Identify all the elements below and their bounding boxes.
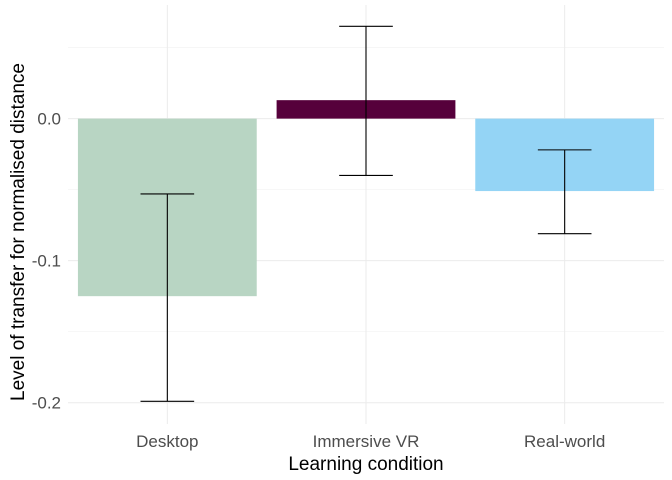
- error-bar-desktop: [140, 193, 195, 402]
- error-bar-real-world: [537, 149, 592, 235]
- bars: [77, 100, 655, 297]
- y-tick-label: 0.0: [37, 110, 61, 129]
- x-tick-label: Immersive VR: [313, 432, 420, 451]
- y-tick-label: -0.2: [32, 394, 61, 413]
- error-bars: [140, 25, 592, 402]
- x-tick-labels: Desktop Immersive VR Real-world: [136, 432, 605, 451]
- y-tick-labels: 0.0 -0.1 -0.2: [32, 110, 61, 413]
- x-axis-title: Learning condition: [288, 454, 443, 475]
- x-tick-label: Desktop: [136, 432, 198, 451]
- y-tick-label: -0.1: [32, 252, 61, 271]
- x-tick-label: Real-world: [524, 432, 605, 451]
- error-bar-immersive-vr: [339, 25, 393, 176]
- y-axis-title: Level of transfer for normalised distanc…: [8, 63, 29, 401]
